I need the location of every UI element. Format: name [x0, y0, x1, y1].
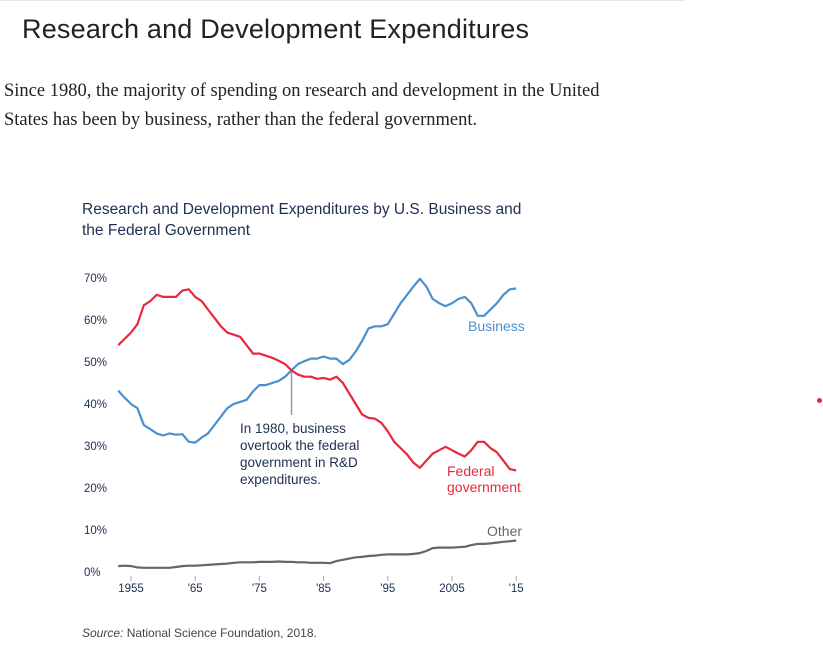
chart-title: Research and Development Expenditures by…: [82, 201, 522, 239]
x-tick-label: '15: [509, 583, 524, 595]
y-axis: 0% 10% 20% 30% 40% 50% 60% 70%: [84, 273, 107, 579]
x-axis: 1955 '65 '75 '85 '95 2005 '15: [118, 576, 524, 595]
y-tick-label: 70%: [84, 273, 107, 285]
annotation-line-text: government in R&D: [240, 455, 358, 470]
source-label: Source:: [82, 626, 124, 640]
y-tick-label: 20%: [84, 483, 107, 495]
y-tick-label: 30%: [84, 441, 107, 453]
x-tick-label: '95: [380, 583, 395, 595]
y-tick-label: 60%: [84, 315, 107, 327]
series-line-business: [117, 277, 517, 444]
source-text: National Science Foundation, 2018.: [123, 626, 317, 640]
y-tick-label: 10%: [84, 525, 107, 537]
annotation-text: In 1980, business overtook the federal gov…: [240, 421, 359, 487]
red-dot-marker: [817, 398, 822, 403]
page-title: Research and Development Expenditures: [22, 14, 530, 44]
series-label-business: Business: [468, 318, 525, 334]
series-lines: [117, 277, 517, 569]
y-tick-label: 0%: [84, 567, 101, 579]
series-label-federal-1: Federal: [447, 463, 494, 479]
series-line-other: [118, 539, 517, 569]
source-note: Source: National Science Foundation, 201…: [82, 626, 317, 640]
series-line-federal-government: [117, 288, 517, 472]
x-tick-label: '85: [316, 583, 331, 595]
series-label-federal-2: government: [447, 479, 521, 495]
x-tick-label: 1955: [118, 583, 144, 595]
y-tick-label: 40%: [84, 399, 107, 411]
x-tick-label: 2005: [439, 583, 465, 595]
series-label-other: Other: [487, 523, 522, 539]
annotation-line-text: In 1980, business: [240, 421, 346, 436]
annotation-line-text: overtook the federal: [240, 438, 359, 453]
top-divider: [0, 0, 685, 1]
annotation-line-text: expenditures.: [240, 472, 321, 487]
x-tick-label: '75: [252, 583, 267, 595]
y-tick-label: 50%: [84, 357, 107, 369]
intro-text: Since 1980, the majority of spending on …: [4, 81, 600, 130]
x-tick-label: '65: [188, 583, 203, 595]
